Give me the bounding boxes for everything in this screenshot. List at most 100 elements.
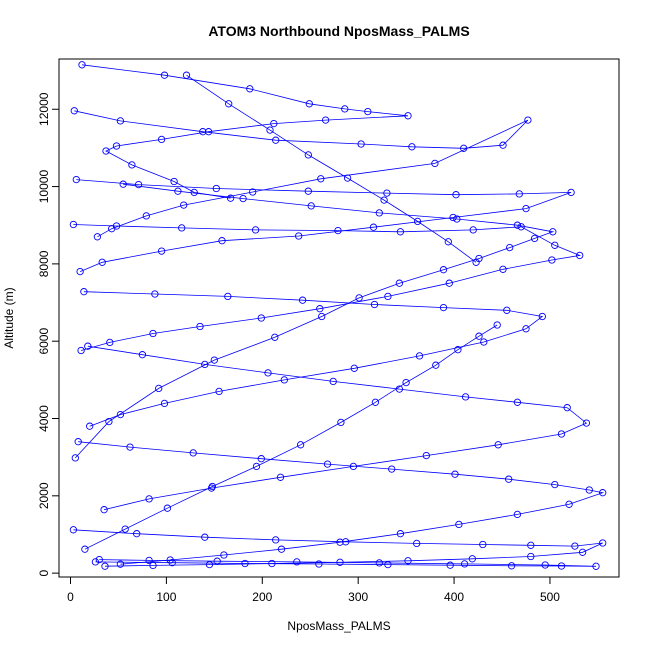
data-point — [321, 116, 330, 124]
data-point — [468, 555, 476, 563]
data-point — [126, 443, 134, 451]
data-point — [145, 495, 153, 503]
data-point — [196, 322, 204, 331]
data-point — [336, 538, 344, 546]
data-point — [446, 561, 454, 569]
data-point — [246, 85, 254, 93]
data-point — [370, 300, 379, 309]
data-point — [93, 233, 102, 241]
data-point — [396, 530, 405, 538]
data-point — [576, 251, 584, 260]
data-point — [357, 140, 365, 148]
data-point — [315, 560, 323, 568]
series-line — [76, 179, 572, 272]
data-point — [388, 465, 396, 473]
series-line — [74, 110, 529, 238]
data-point — [105, 417, 113, 426]
data-point — [585, 486, 593, 494]
data-point — [133, 530, 141, 538]
data-point — [277, 545, 286, 553]
data-point — [91, 558, 100, 566]
data-point — [342, 538, 350, 546]
data-point — [280, 376, 288, 384]
data-point — [215, 387, 223, 396]
series-line — [75, 183, 555, 459]
data-point — [454, 346, 462, 354]
data-point — [384, 560, 392, 569]
data-point — [218, 237, 226, 245]
series-line — [186, 74, 477, 263]
data-point — [272, 536, 280, 544]
data-point — [452, 191, 460, 199]
data-point — [557, 430, 566, 438]
x-tick-label: 0 — [67, 590, 74, 604]
data-point — [557, 562, 566, 570]
data-point — [524, 116, 532, 124]
chart-title: ATOM3 Northbound NposMass_PALMS — [208, 23, 469, 39]
data-point — [599, 489, 607, 497]
y-tick-label: 8000 — [37, 250, 51, 277]
data-point — [145, 556, 153, 565]
x-tick-label: 500 — [540, 590, 560, 604]
data-point — [396, 228, 405, 236]
y-tick-label: 12000 — [37, 92, 51, 126]
data-point — [408, 143, 416, 151]
data-point — [295, 232, 303, 240]
data-point — [329, 377, 337, 386]
data-point — [334, 226, 342, 235]
data-point — [538, 312, 546, 321]
data-point — [415, 352, 424, 360]
data-point — [479, 540, 487, 549]
data-point — [472, 258, 480, 266]
data-point — [151, 290, 159, 298]
series-line — [73, 224, 582, 351]
data-point — [199, 128, 207, 136]
data-point — [522, 325, 530, 333]
data-point — [451, 470, 459, 478]
data-point — [383, 189, 391, 197]
data-point — [77, 346, 85, 355]
data-point — [112, 222, 121, 230]
data-point — [157, 247, 166, 255]
data-point — [220, 551, 228, 559]
data-point — [439, 266, 448, 274]
data-point — [272, 136, 280, 144]
data-point — [530, 234, 539, 243]
data-point — [213, 557, 221, 565]
x-tick-label: 200 — [252, 590, 272, 604]
data-point — [168, 559, 176, 567]
data-point — [578, 548, 587, 556]
data-point — [257, 455, 265, 463]
data-point — [76, 267, 84, 276]
data-point — [513, 398, 522, 406]
data-point — [307, 202, 315, 210]
x-tick-label: 400 — [444, 590, 464, 604]
y-tick-label: 10000 — [37, 170, 51, 204]
data-point — [565, 500, 573, 508]
data-point — [128, 161, 136, 169]
data-point — [81, 545, 89, 553]
data-point — [402, 378, 410, 387]
data-point — [384, 292, 392, 301]
plot-frame — [58, 58, 620, 578]
data-point — [503, 306, 511, 314]
data-point — [316, 305, 324, 313]
data-point — [266, 126, 274, 134]
data-point — [84, 342, 92, 350]
data-point — [445, 279, 453, 287]
data-point — [599, 539, 607, 547]
data-point — [160, 71, 169, 79]
data-point — [182, 71, 191, 79]
x-axis: 0 100 200 300 400 500 — [67, 576, 560, 604]
data-point — [101, 562, 109, 570]
data-point — [343, 174, 352, 182]
data-point — [116, 560, 125, 568]
data-point — [522, 204, 530, 213]
x-axis-label: NposMass_PALMS — [287, 619, 390, 633]
data-point — [499, 265, 507, 273]
series-1 — [78, 61, 412, 202]
data-point — [95, 555, 103, 564]
y-tick-label: 4000 — [37, 405, 51, 432]
